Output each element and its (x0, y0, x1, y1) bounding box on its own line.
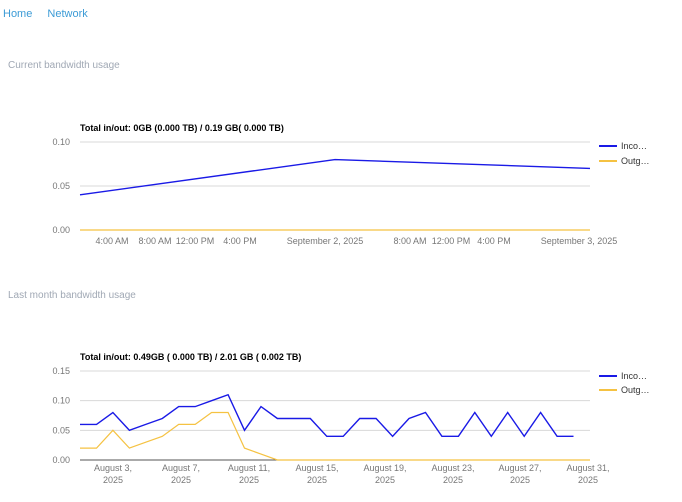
y-tick-label: 0.05 (52, 181, 70, 191)
y-tick-label: 0.15 (52, 366, 70, 376)
top-nav: Home Network (3, 8, 100, 20)
legend-incoming-label: Inco… (621, 371, 647, 381)
y-tick-label: 0.10 (52, 137, 70, 147)
current-bandwidth-chart: 0.10 0.05 0.00 4:00 AM 8:00 AM 12:00 PM 4:00 P… (52, 137, 650, 246)
x-tick-label: August 23, 2025 (431, 463, 474, 485)
x-tick-label: August 3, 2025 (94, 463, 132, 485)
last-month-chart-title: Total in/out: 0.49GB ( 0.000 TB) / 2.01 … (80, 352, 302, 362)
x-tick-label: 4:00 AM (95, 236, 128, 246)
y-tick-label: 0.05 (52, 425, 70, 435)
current-bandwidth-heading: Current bandwidth usage (8, 60, 120, 71)
x-tick-label: 12:00 PM (432, 236, 471, 246)
x-tick-label: 4:00 PM (223, 236, 257, 246)
x-tick-label: 12:00 PM (176, 236, 215, 246)
x-tick-label: September 3, 2025 (541, 236, 618, 246)
x-tick-label: August 15, 2025 (295, 463, 338, 485)
last-month-bandwidth-heading: Last month bandwidth usage (8, 290, 136, 301)
nav-home-link[interactable]: Home (3, 8, 33, 20)
x-tick-label: August 31, 2025 (566, 463, 609, 485)
y-tick-label: 0.00 (52, 225, 70, 235)
legend-incoming-label: Inco… (621, 141, 647, 151)
x-tick-label: 8:00 AM (138, 236, 171, 246)
incoming-series-line (80, 393, 574, 438)
x-tick-label: August 11, 2025 (228, 463, 270, 485)
x-tick-label: 8:00 AM (393, 236, 426, 246)
nav-network-link[interactable]: Network (47, 8, 88, 20)
legend-outgoing-label: Outg… (621, 156, 650, 166)
x-tick-label: 4:00 PM (477, 236, 511, 246)
x-tick-label: August 19, 2025 (363, 463, 406, 485)
incoming-series-line (79, 158, 591, 196)
outgoing-series-line (80, 411, 590, 461)
x-tick-label: September 2, 2025 (287, 236, 364, 246)
legend-outgoing-label: Outg… (621, 385, 650, 395)
current-chart-title: Total in/out: 0GB (0.000 TB) / 0.19 GB( … (80, 123, 284, 133)
x-tick-label: August 27, 2025 (498, 463, 541, 485)
y-tick-label: 0.10 (52, 396, 70, 406)
x-tick-label: August 7, 2025 (162, 463, 200, 485)
last-month-bandwidth-chart: 0.15 0.10 0.05 0.00 August 3, 2025 August 7, 20… (52, 366, 650, 485)
y-tick-label: 0.00 (52, 455, 70, 465)
